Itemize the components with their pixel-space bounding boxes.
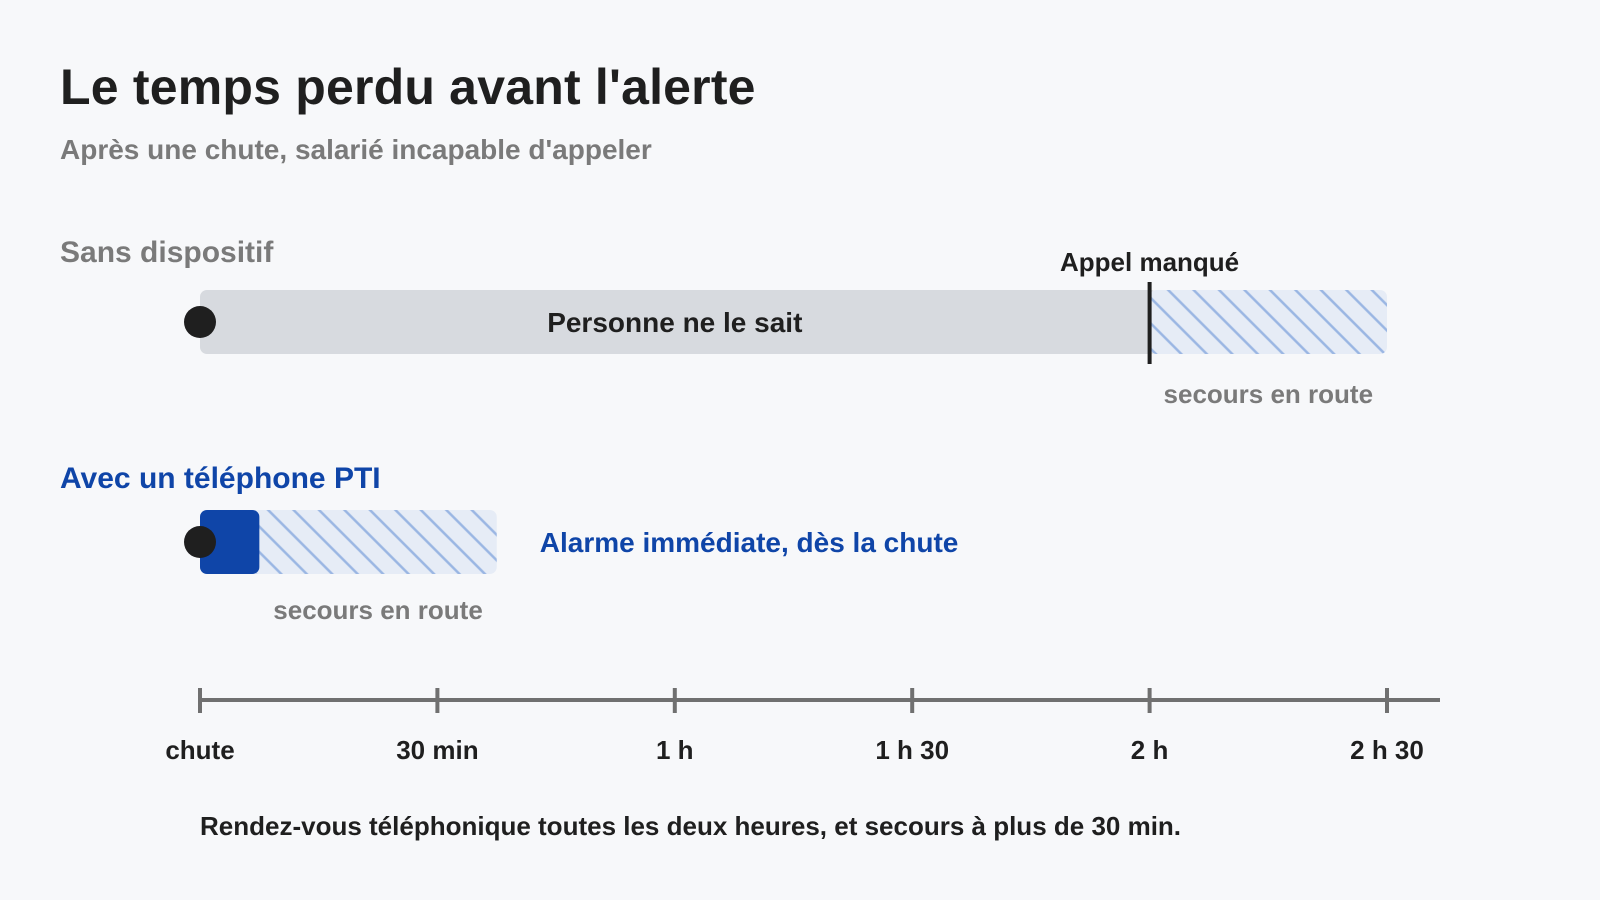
- segment-secours-en-route-1: [1149, 290, 1387, 354]
- segment-alarme: [200, 510, 260, 574]
- footnote: Rendez-vous téléphonique toutes les deux…: [200, 811, 1181, 841]
- alarme-immediate-annotation: Alarme immédiate, dès la chute: [540, 527, 959, 558]
- segment-personne-ne-le-sait: [200, 290, 1158, 354]
- axis-tick-label: chute: [165, 735, 234, 765]
- chart-title: Le temps perdu avant l'alerte: [60, 59, 756, 115]
- axis-tick-label: 30 min: [396, 735, 478, 765]
- fall-dot-1: [184, 306, 216, 338]
- secours-en-route-label-1: secours en route: [1164, 379, 1374, 409]
- axis-tick-label: 1 h: [656, 735, 694, 765]
- axis-tick-label: 2 h 30: [1350, 735, 1424, 765]
- row-label-avec-pti: Avec un téléphone PTI: [60, 462, 381, 495]
- axis-tick-label: 2 h: [1131, 735, 1169, 765]
- appel-manque-label: Appel manqué: [1060, 247, 1239, 277]
- axis-tick-label: 1 h 30: [875, 735, 949, 765]
- segment-secours-en-route-2: [251, 510, 497, 574]
- row-label-sans-dispositif: Sans dispositif: [60, 236, 274, 269]
- fall-dot-2: [184, 526, 216, 558]
- secours-en-route-label-2: secours en route: [273, 595, 483, 625]
- chart-subtitle: Après une chute, salarié incapable d'app…: [60, 134, 652, 165]
- segment-label-personne-ne-le-sait: Personne ne le sait: [547, 307, 802, 338]
- axis-ticks: chute 30 min 1 h 1 h 30 2 h 2 h 30: [165, 688, 1424, 765]
